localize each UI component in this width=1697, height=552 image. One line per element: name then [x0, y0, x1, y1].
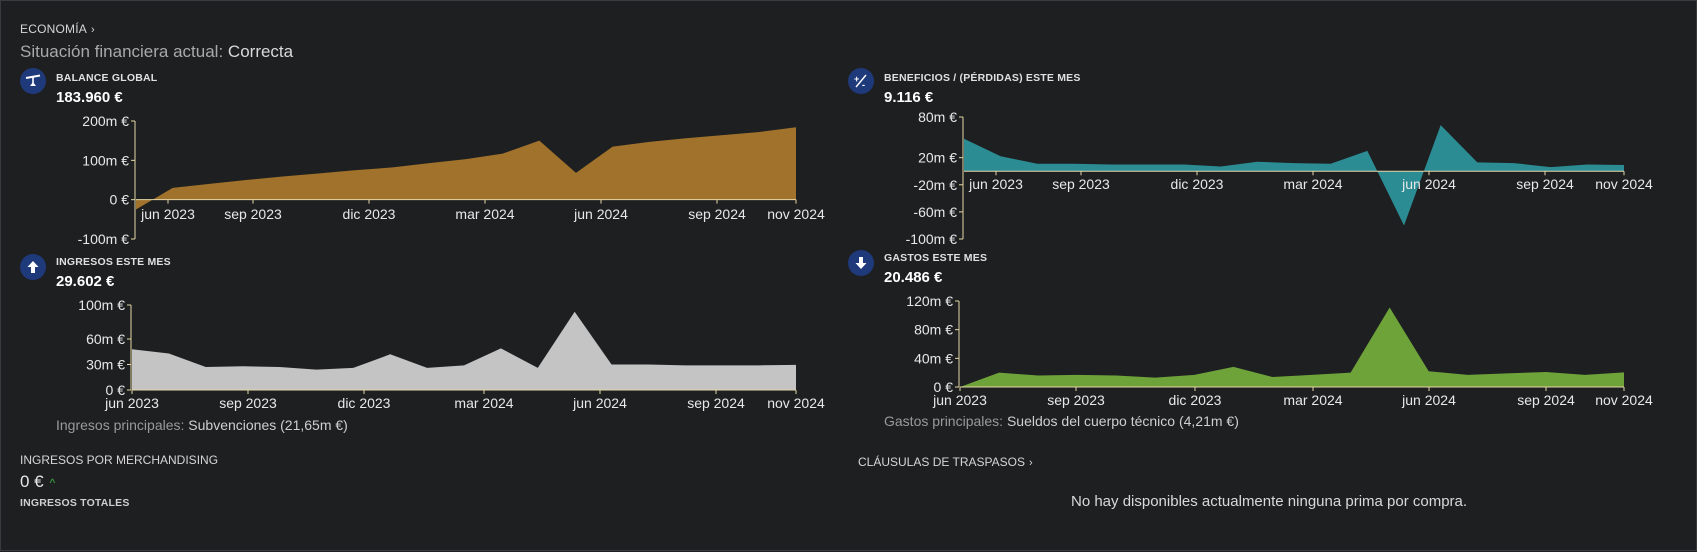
ingresos-x-tick-label: jun 2024 — [572, 395, 627, 411]
ingresos-y-tick-label: 60m € — [86, 331, 125, 347]
gastos-x-tick-label: jun 2023 — [932, 392, 987, 408]
gastos-x-tick-label: jun 2024 — [1401, 392, 1456, 408]
beneficios-title: BENEFICIOS / (PÉRDIDAS) ESTE MES — [884, 72, 1081, 84]
gastos-x-tick-label: sep 2024 — [1517, 392, 1575, 408]
gastos-x-tick-label: mar 2024 — [1283, 392, 1342, 408]
balance-x-tick-label: nov 2024 — [767, 206, 825, 222]
gastos-principales-value: Sueldos del cuerpo técnico (4,21m €) — [1007, 413, 1239, 429]
ingresos-principales: Ingresos principales: Subvenciones (21,6… — [56, 417, 348, 433]
svg-text:+: + — [854, 74, 859, 84]
ingresos-y-tick-label: 100m € — [78, 297, 125, 313]
balance-y-tick-label: 200m € — [82, 113, 129, 129]
gastos-area — [960, 307, 1624, 387]
beneficios-y-tick-label: -60m € — [913, 204, 957, 220]
clausulas-title: CLÁUSULAS DE TRASPASOS — [858, 455, 1025, 469]
balance-x-tick-label: jun 2023 — [140, 206, 195, 222]
ingresos-area — [132, 312, 796, 390]
beneficios-y-tick-label: 20m € — [918, 150, 957, 166]
balance-x-tick-label: jun 2024 — [573, 206, 628, 222]
gastos-principales-label: Gastos principales: — [884, 413, 1003, 429]
gastos-y-tick-label: 40m € — [914, 350, 953, 366]
clausulas-link[interactable]: CLÁUSULAS DE TRASPASOS › — [858, 455, 1033, 469]
beneficios-y-tick-label: -100m € — [906, 231, 958, 247]
beneficios-value: 9.116 € — [884, 89, 933, 106]
beneficios-y-tick-label: 80m € — [918, 109, 957, 125]
beneficios-x-tick-label: sep 2024 — [1516, 176, 1574, 192]
balance-area — [136, 127, 796, 209]
balance-x-tick-label: mar 2024 — [455, 206, 514, 222]
merchandising-subtitle: INGRESOS TOTALES — [20, 497, 130, 509]
gastos-y-tick-label: 120m € — [906, 293, 953, 309]
gastos-title: GASTOS ESTE MES — [884, 252, 987, 264]
gastos-value: 20.486 € — [884, 269, 942, 286]
chevron-right-icon: › — [1029, 457, 1033, 469]
ingresos-title: INGRESOS ESTE MES — [56, 256, 171, 268]
gastos-x-tick-label: nov 2024 — [1595, 392, 1653, 408]
beneficios-x-tick-label: nov 2024 — [1595, 176, 1653, 192]
ingresos-principales-value: Subvenciones (21,65m €) — [188, 417, 348, 433]
balance-y-tick-label: 0 € — [110, 192, 130, 208]
balance-y-tick-label: 100m € — [82, 152, 129, 168]
ingresos-principales-label: Ingresos principales: — [56, 417, 184, 433]
ingresos-x-tick-label: nov 2024 — [767, 395, 825, 411]
svg-text:-: - — [862, 80, 865, 89]
ingresos-x-tick-label: mar 2024 — [454, 395, 513, 411]
merchandising-value-row: 0 € ^ — [20, 472, 55, 492]
ingresos-y-tick-label: 30m € — [86, 357, 125, 373]
ingresos-x-tick-label: dic 2023 — [338, 395, 391, 411]
ingresos-value: 29.602 € — [56, 273, 114, 290]
clausulas-empty-message: No hay disponibles actualmente ninguna p… — [1071, 493, 1467, 510]
gastos-x-tick-label: dic 2023 — [1169, 392, 1222, 408]
gastos-principales: Gastos principales: Sueldos del cuerpo t… — [884, 413, 1239, 429]
ingresos-x-tick-label: sep 2023 — [219, 395, 277, 411]
beneficios-x-tick-label: jun 2023 — [968, 176, 1023, 192]
balance-x-tick-label: dic 2023 — [343, 206, 396, 222]
ingresos-x-tick-label: jun 2023 — [104, 395, 159, 411]
beneficios-x-tick-label: jun 2024 — [1401, 176, 1456, 192]
merchandising-title: INGRESOS POR MERCHANDISING — [20, 453, 218, 467]
percent-icon: +- — [848, 68, 874, 94]
arrow-up-icon — [20, 254, 46, 280]
trend-up-icon: ^ — [50, 476, 56, 490]
balance-x-tick-label: sep 2024 — [688, 206, 746, 222]
balance-y-tick-label: -100m € — [78, 231, 130, 247]
ingresos-x-tick-label: sep 2024 — [687, 395, 745, 411]
arrow-down-icon — [848, 250, 874, 276]
merchandising-value: 0 € — [20, 472, 44, 491]
beneficios-x-tick-label: sep 2023 — [1052, 176, 1110, 192]
gastos-y-tick-label: 80m € — [914, 322, 953, 338]
beneficios-x-tick-label: mar 2024 — [1283, 176, 1342, 192]
gastos-x-tick-label: sep 2023 — [1047, 392, 1105, 408]
beneficios-x-tick-label: dic 2023 — [1171, 176, 1224, 192]
balance-x-tick-label: sep 2023 — [224, 206, 282, 222]
beneficios-y-tick-label: -20m € — [913, 177, 957, 193]
